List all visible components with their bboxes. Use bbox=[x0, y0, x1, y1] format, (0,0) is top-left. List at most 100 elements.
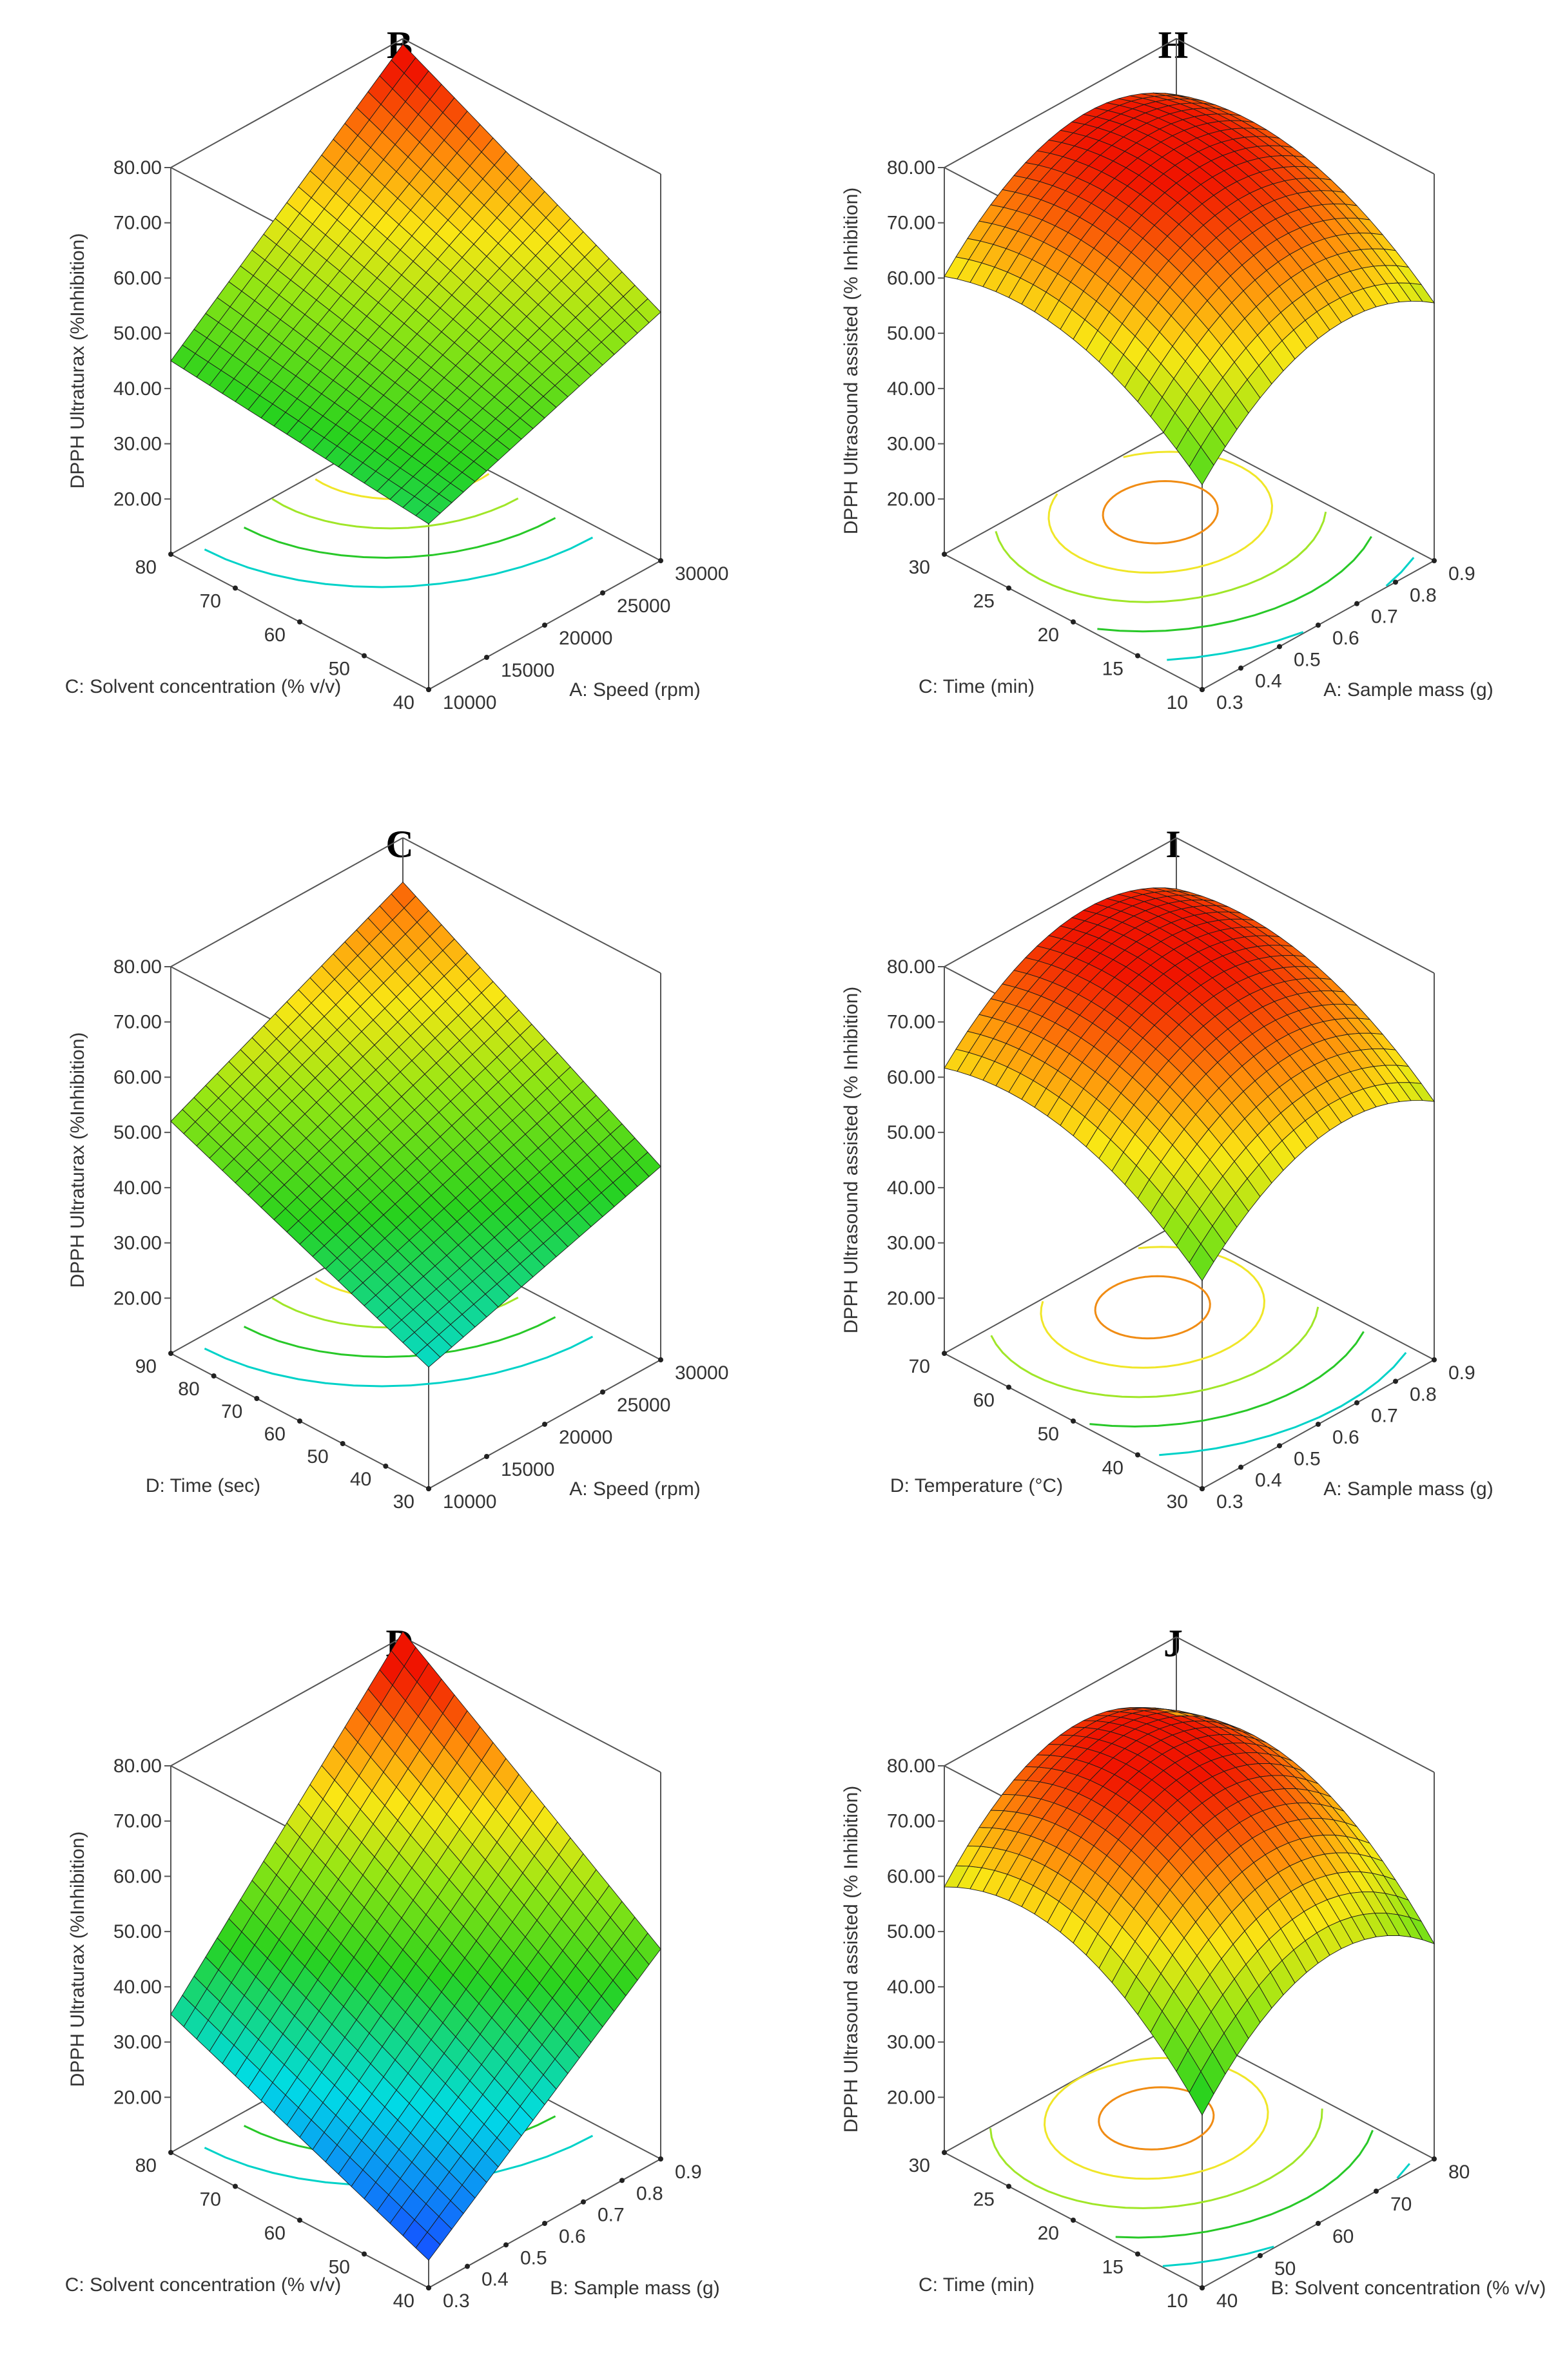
z-tick-label: 50.00 bbox=[113, 1921, 162, 1942]
x-tick-label: 0.9 bbox=[675, 2162, 702, 2183]
y-axis-title: C: Solvent concentration (% v/v) bbox=[65, 2274, 342, 2296]
box-edge bbox=[1176, 837, 1435, 974]
z-tick-label: 50.00 bbox=[887, 1921, 935, 1942]
z-axis-title: DPPH Ultraturax (%Inhibition) bbox=[67, 233, 88, 489]
z-axis-title: DPPH Ultraturax (%Inhibition) bbox=[67, 1832, 88, 2087]
y-tick-label: 60 bbox=[264, 2223, 286, 2244]
z-tick-label: 30.00 bbox=[113, 434, 162, 455]
x-tick-label: 40 bbox=[1216, 2290, 1238, 2312]
y-tick-label: 15 bbox=[1102, 2257, 1124, 2278]
y-tick bbox=[168, 2150, 173, 2155]
panel-B: B80.0070.0060.0050.0040.0030.0020.00DPPH… bbox=[65, 24, 729, 713]
floor-contours bbox=[995, 450, 1415, 661]
y-tick-label: 50 bbox=[307, 1446, 328, 1467]
y-tick-label: 40 bbox=[350, 1469, 371, 1490]
y-axis-title: D: Time (sec) bbox=[146, 1475, 260, 1496]
surface-cell bbox=[1409, 1082, 1435, 1102]
z-axis-title: DPPH Ultrasound assisted (% Inhibition) bbox=[841, 188, 862, 535]
y-tick-label: 50 bbox=[1038, 1424, 1059, 1445]
contour-line bbox=[1047, 450, 1274, 574]
x-tick-label: 0.6 bbox=[559, 2226, 586, 2247]
z-tick-label: 50.00 bbox=[887, 323, 935, 344]
x-tick-label: 30000 bbox=[675, 1362, 728, 1384]
y-tick bbox=[297, 619, 302, 624]
surface-cell bbox=[1409, 282, 1435, 304]
y-tick-label: 30 bbox=[393, 1491, 414, 1513]
contour-line bbox=[204, 536, 594, 588]
z-tick-label: 80.00 bbox=[887, 956, 935, 978]
contour-line bbox=[243, 1316, 556, 1359]
x-tick-label: 0.3 bbox=[443, 2290, 470, 2312]
surface-cell bbox=[1409, 1917, 1435, 1944]
x-tick-label: 0.4 bbox=[1255, 671, 1282, 692]
y-tick bbox=[942, 1351, 947, 1356]
z-tick-label: 70.00 bbox=[113, 213, 162, 234]
y-tick bbox=[1135, 1452, 1140, 1458]
y-tick-label: 20 bbox=[1038, 624, 1059, 646]
surface-mesh bbox=[944, 92, 1435, 486]
y-tick bbox=[1071, 2218, 1076, 2223]
z-tick-label: 70.00 bbox=[113, 1811, 162, 1832]
z-tick-label: 70.00 bbox=[887, 1012, 935, 1033]
x-axis-title: B: Sample mass (g) bbox=[550, 2278, 719, 2299]
z-axis-title: DPPH Ultraturax (%Inhibition) bbox=[67, 1032, 88, 1288]
y-tick-label: 40 bbox=[1102, 1458, 1124, 1479]
x-tick-label: 60 bbox=[1332, 2226, 1354, 2247]
x-tick bbox=[658, 558, 663, 563]
x-tick-label: 0.7 bbox=[1371, 1406, 1398, 1427]
x-tick-label: 0.8 bbox=[1410, 585, 1437, 606]
y-tick bbox=[1135, 653, 1140, 659]
z-tick-label: 80.00 bbox=[887, 157, 935, 179]
x-tick bbox=[1432, 558, 1437, 563]
x-tick-label: 0.6 bbox=[1332, 628, 1359, 649]
y-tick-label: 40 bbox=[393, 692, 414, 713]
y-tick bbox=[297, 1418, 302, 1424]
x-tick-label: 0.5 bbox=[1294, 649, 1321, 670]
x-tick-label: 0.9 bbox=[1448, 563, 1475, 585]
x-tick-label: 10000 bbox=[443, 1491, 496, 1513]
panel-label: H bbox=[1158, 24, 1189, 66]
x-tick bbox=[1258, 2253, 1263, 2258]
box-edge bbox=[170, 1636, 404, 1766]
z-tick-label: 20.00 bbox=[887, 2087, 935, 2108]
surface-cell bbox=[636, 298, 661, 324]
box-edge bbox=[944, 2023, 1177, 2153]
y-tick-label: 80 bbox=[135, 2155, 157, 2176]
panel-label: I bbox=[1165, 823, 1180, 866]
x-tick-label: 0.3 bbox=[1216, 1491, 1243, 1513]
z-axis-title: DPPH Ultrasound assisted (% Inhibition) bbox=[841, 987, 862, 1334]
x-tick-label: 0.7 bbox=[598, 2205, 625, 2226]
z-tick-label: 60.00 bbox=[113, 267, 162, 289]
x-tick-label: 30000 bbox=[675, 563, 728, 585]
x-axis-title: A: Speed (rpm) bbox=[569, 1478, 700, 1500]
x-tick-label: 0.5 bbox=[520, 2247, 547, 2269]
x-tick bbox=[484, 1454, 489, 1459]
x-tick-label: 25000 bbox=[617, 1395, 670, 1416]
y-tick-label: 90 bbox=[135, 1356, 157, 1377]
y-tick-label: 70 bbox=[221, 1401, 242, 1422]
box-edge bbox=[402, 38, 661, 175]
y-tick bbox=[211, 1373, 217, 1379]
box-edge bbox=[944, 425, 1177, 555]
y-tick-label: 10 bbox=[1167, 2290, 1188, 2312]
x-tick-label: 50 bbox=[1274, 2258, 1296, 2279]
x-tick-label: 0.7 bbox=[1371, 606, 1398, 628]
y-tick-label: 30 bbox=[909, 2155, 930, 2176]
y-tick-label: 20 bbox=[1038, 2223, 1059, 2244]
z-tick-label: 40.00 bbox=[113, 1177, 162, 1199]
z-tick-label: 20.00 bbox=[887, 489, 935, 510]
z-tick-label: 50.00 bbox=[113, 323, 162, 344]
x-tick bbox=[619, 2178, 625, 2183]
x-tick-label: 0.3 bbox=[1216, 692, 1243, 713]
z-tick-label: 50.00 bbox=[113, 1122, 162, 1143]
x-tick bbox=[542, 2221, 547, 2226]
z-axis-title: DPPH Ultrasound assisted (% Inhibition) bbox=[841, 1786, 862, 2133]
z-tick-label: 60.00 bbox=[113, 1866, 162, 1887]
contour-line bbox=[243, 517, 556, 559]
box-edge bbox=[1176, 38, 1435, 175]
x-tick-label: 25000 bbox=[617, 595, 670, 617]
x-tick bbox=[1316, 1422, 1321, 1427]
y-axis-title: C: Solvent concentration (% v/v) bbox=[65, 676, 342, 697]
y-tick-label: 80 bbox=[135, 557, 157, 578]
z-tick-label: 80.00 bbox=[113, 956, 162, 978]
